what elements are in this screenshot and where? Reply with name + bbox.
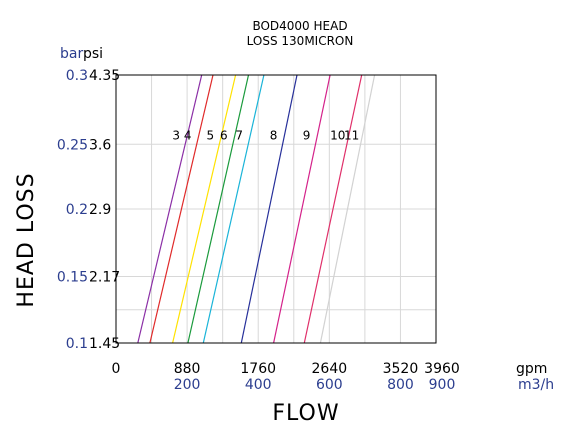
series-line-9 [273, 74, 331, 344]
x-unit-gpm: gpm [516, 361, 547, 377]
curve-label-5: 5 [206, 128, 214, 142]
y-tick-label-bar: 0.15 [57, 269, 88, 285]
curve-label-4: 4 [184, 128, 192, 142]
y-tick-label-bar: 0.25 [57, 137, 88, 153]
series-line-4 [149, 74, 214, 344]
x-tick-label-gpm: 2640 [312, 361, 348, 377]
y-tick-label-psi: 3.6 [89, 137, 111, 153]
x-tick-label-m3h: 200 [174, 377, 201, 393]
x-tick-label-m3h: 600 [316, 377, 343, 393]
curve-label-11: 11 [344, 128, 359, 142]
curve-label-8: 8 [270, 128, 278, 142]
series-line-11 [319, 74, 376, 344]
chart-title-line-1: BOD4000 HEAD [252, 19, 347, 33]
y-unit-bar: bar [60, 46, 83, 62]
tick-labels: 4.350.3 3.60.25 2.90.2 2.170.15 1.450.1 0 880 1… [57, 68, 460, 393]
series-line-10 [303, 74, 363, 344]
chart-title-line-2: LOSS 130MICRON [247, 34, 354, 48]
curve-label-6: 6 [220, 128, 228, 142]
x-tick-label-gpm: 1760 [240, 361, 276, 377]
series-line-7 [202, 74, 265, 344]
curve-label-9: 9 [303, 128, 311, 142]
y-tick-label-bar: 0.3 [66, 68, 88, 84]
y-tick-label-bar: 0.1 [66, 336, 88, 352]
series-line-3 [137, 74, 203, 344]
x-tick-label-gpm: 3520 [383, 361, 419, 377]
series-line-6 [187, 74, 250, 344]
x-axis-title: FLOW [272, 401, 339, 425]
series-lines [137, 74, 376, 344]
x-tick-label-gpm: 0 [112, 361, 121, 377]
curve-label-10: 10 [330, 128, 345, 142]
curve-label-7: 7 [235, 128, 243, 142]
series-line-8 [240, 74, 298, 344]
curve-label-3: 3 [172, 128, 180, 142]
x-tick-label-gpm: 880 [174, 361, 201, 377]
y-tick-label-psi: 2.17 [89, 269, 120, 285]
x-tick-label-m3h: 800 [387, 377, 414, 393]
series-line-5 [172, 74, 237, 344]
x-tick-label-m3h: 400 [245, 377, 272, 393]
x-unit-m3h: m3/h [518, 377, 554, 393]
x-tick-label-gpm: 3960 [424, 361, 460, 377]
x-tick-label-m3h: 900 [429, 377, 456, 393]
y-tick-label-psi: 2.9 [89, 202, 111, 218]
y-unit-psi: psi [83, 46, 103, 62]
y-tick-label-psi: 1.45 [89, 336, 120, 352]
grid [116, 75, 436, 343]
plot-frame [115, 74, 437, 344]
axes [115, 74, 437, 344]
y-tick-label-psi: 4.35 [89, 68, 120, 84]
y-axis-title: HEAD LOSS [14, 172, 39, 307]
y-tick-label-bar: 0.2 [66, 202, 88, 218]
